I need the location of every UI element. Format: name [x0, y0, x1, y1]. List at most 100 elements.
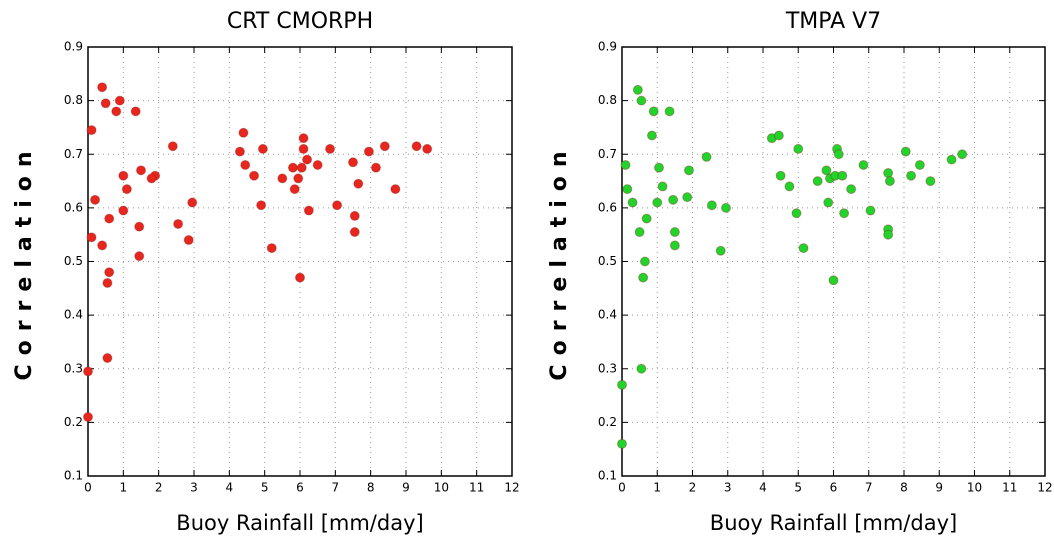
- point: [946, 154, 957, 165]
- x-tick-label: 0: [84, 481, 92, 495]
- x-tick-label: 3: [190, 481, 198, 495]
- point: [669, 240, 680, 251]
- point: [837, 170, 848, 181]
- point: [620, 159, 631, 170]
- point: [146, 173, 157, 184]
- point: [812, 176, 823, 187]
- x-tick-label: 10: [967, 481, 982, 495]
- point: [97, 82, 108, 93]
- x-tick-label: 11: [469, 481, 484, 495]
- point: [720, 202, 731, 213]
- x-tick-label: 8: [367, 481, 375, 495]
- point: [784, 181, 795, 192]
- point: [706, 200, 717, 211]
- point: [668, 194, 679, 205]
- y-tick-label: 0.7: [64, 147, 83, 161]
- point: [86, 232, 97, 243]
- x-tick-label: 5: [261, 481, 269, 495]
- x-tick-label: 11: [1002, 481, 1017, 495]
- point: [638, 272, 649, 283]
- point: [83, 412, 93, 423]
- y-tick-label: 0.6: [598, 200, 617, 214]
- point: [114, 95, 125, 106]
- point: [298, 143, 309, 154]
- point: [798, 243, 809, 254]
- point: [657, 181, 668, 192]
- point: [325, 143, 336, 154]
- point: [296, 162, 307, 173]
- point: [682, 192, 693, 203]
- y-tick-label: 0.8: [64, 93, 83, 107]
- y-tick-label: 0.8: [598, 93, 617, 107]
- point: [104, 213, 115, 224]
- y-tick-label: 0.9: [598, 40, 617, 54]
- y-tick-label: 0.2: [64, 415, 83, 429]
- point: [422, 143, 433, 154]
- x-tick-label: 12: [504, 481, 519, 495]
- point: [648, 106, 659, 117]
- point: [646, 130, 657, 141]
- x-tick-label: 8: [900, 481, 908, 495]
- point: [295, 272, 305, 283]
- point: [289, 184, 300, 195]
- y-tick-label: 0.1: [64, 469, 83, 483]
- point: [130, 106, 141, 117]
- y-tick-label: 0.2: [598, 415, 617, 429]
- point: [411, 141, 422, 152]
- point: [167, 141, 178, 152]
- point: [636, 363, 647, 374]
- point: [925, 176, 936, 187]
- x-tick-label: 2: [155, 481, 163, 495]
- point: [821, 165, 832, 176]
- point: [775, 170, 786, 181]
- panel-title: TMPA V7: [785, 9, 881, 34]
- x-tick-label: 3: [724, 481, 732, 495]
- x-tick-label: 7: [865, 481, 873, 495]
- point: [715, 245, 726, 256]
- y-axis-label: Correlation: [12, 142, 37, 380]
- y-tick-label: 0.6: [64, 200, 83, 214]
- point: [102, 277, 113, 288]
- x-tick-label: 6: [830, 481, 838, 495]
- point: [632, 84, 643, 95]
- point: [303, 205, 314, 216]
- x-tick-label: 9: [402, 481, 410, 495]
- point: [914, 159, 925, 170]
- x-tick-label: 10: [434, 481, 449, 495]
- x-tick-label: 0: [618, 481, 626, 495]
- point: [287, 162, 298, 173]
- point: [701, 151, 712, 162]
- point: [793, 143, 804, 154]
- point: [622, 184, 633, 195]
- x-tick-label: 7: [332, 481, 340, 495]
- y-tick-label: 0.4: [598, 308, 617, 322]
- point: [348, 157, 358, 168]
- point: [641, 213, 652, 224]
- point: [183, 235, 194, 246]
- x-tick-label: 4: [759, 481, 767, 495]
- point: [957, 149, 968, 160]
- point: [136, 165, 146, 176]
- point: [173, 218, 184, 229]
- point: [83, 366, 93, 377]
- x-tick-label: 5: [794, 481, 802, 495]
- point: [669, 227, 680, 238]
- point: [652, 197, 663, 208]
- point: [134, 221, 145, 232]
- point: [187, 197, 198, 208]
- point: [617, 438, 627, 449]
- point: [266, 243, 277, 254]
- point: [249, 170, 260, 181]
- point: [302, 154, 313, 165]
- x-tick-label: 4: [226, 481, 234, 495]
- point: [683, 165, 694, 176]
- point: [390, 184, 401, 195]
- point: [349, 227, 360, 238]
- y-tick-label: 0.5: [64, 254, 83, 268]
- point: [104, 267, 115, 278]
- x-axis-label: Buoy Rainfall [mm/day]: [710, 511, 957, 535]
- point: [256, 200, 267, 211]
- point: [379, 141, 390, 152]
- y-tick-label: 0.5: [598, 254, 617, 268]
- x-tick-label: 9: [935, 481, 943, 495]
